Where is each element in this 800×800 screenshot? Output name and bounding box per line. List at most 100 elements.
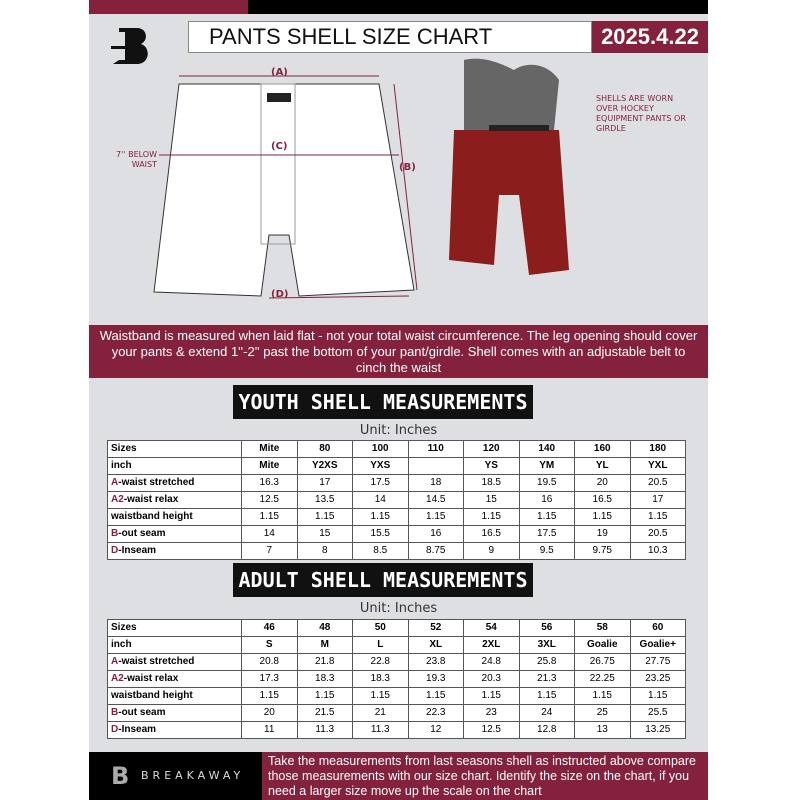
row-label: B-out seam (107, 704, 242, 722)
measure-letter: A (111, 656, 119, 667)
table-cell: 21.3 (518, 670, 575, 688)
table-cell: 21.8 (296, 653, 353, 671)
table-row: A-waist stretched 16.3 17 17.5 18 18.5 19.5 20 2… (107, 474, 686, 492)
table-cell: 1.15 (518, 508, 575, 526)
row-label: B-out seam (107, 525, 242, 543)
table-cell: 9 (463, 542, 520, 560)
measure-letter: B (111, 707, 119, 718)
footer-brand: B BREAKAWAY (89, 752, 262, 800)
table-cell: 1.15 (629, 687, 686, 705)
table-cell: 27.75 (629, 653, 686, 671)
adult-title: ADULT SHELL MEASUREMENTS (233, 563, 533, 597)
table-cell: 21 (352, 704, 409, 722)
table-cell: 22.3 (407, 704, 464, 722)
row-label-text: Sizes (111, 443, 137, 454)
label-d: (D) (271, 289, 289, 300)
table-cell: 1.15 (407, 508, 464, 526)
table-row: Sizes 46 48 50 52 54 56 58 60 (107, 619, 686, 637)
table-cell: 17.3 (241, 670, 298, 688)
table-cell: 17.5 (352, 474, 409, 492)
table-cell: 18.5 (463, 474, 520, 492)
row-label-text: -waist relax (123, 494, 179, 505)
row-label: waistband height (107, 687, 242, 705)
table-cell: 52 (407, 619, 464, 637)
table-cell: 1.15 (463, 687, 520, 705)
table-cell: 22.8 (352, 653, 409, 671)
row-label-text: waistband height (111, 690, 193, 701)
table-cell: XL (407, 636, 464, 654)
top-accent-bar (89, 0, 248, 14)
table-cell: 16.5 (463, 525, 520, 543)
table-cell: 1.15 (518, 687, 575, 705)
table-cell: 16 (518, 491, 575, 509)
table-row: D-Inseam 7 8 8.5 8.75 9 9.5 9.75 10.3 (107, 542, 686, 560)
table-row: waistband height 1.15 1.15 1.15 1.15 1.15 1.15… (107, 687, 686, 705)
measurement-banner: Waistband is measured when laid flat - n… (89, 325, 708, 378)
table-cell: 18.3 (296, 670, 353, 688)
adult-unit: Unit: Inches (359, 601, 438, 616)
table-cell: 11.3 (352, 721, 409, 739)
row-label-text: -out seam (118, 528, 166, 539)
below-waist-note: 7'' BELOW WAIST (116, 150, 157, 169)
table-cell: 1.15 (296, 687, 353, 705)
table-cell: M (296, 636, 353, 654)
measure-letter: A (111, 477, 119, 488)
table-cell: 8.5 (352, 542, 409, 560)
table-cell: 3XL (518, 636, 575, 654)
table-cell: 26.75 (574, 653, 631, 671)
date-badge: 2025.4.22 (592, 21, 708, 53)
table-cell: 12 (407, 721, 464, 739)
table-row: A-waist stretched 20.8 21.8 22.8 23.8 24.8 25.… (107, 653, 686, 671)
table-cell: 20.8 (241, 653, 298, 671)
table-cell: 12.8 (518, 721, 575, 739)
table-cell: 1.15 (296, 508, 353, 526)
table-cell: 120 (463, 440, 520, 458)
table-cell: 20 (241, 704, 298, 722)
table-cell: YXS (352, 457, 409, 475)
table-cell: 1.15 (574, 508, 631, 526)
table-cell: 13 (574, 721, 631, 739)
row-label: Sizes (107, 619, 242, 637)
row-label: Sizes (107, 440, 242, 458)
table-row: D-Inseam 11 11.3 11.3 12 12.5 12.8 13 13.25 (107, 721, 686, 739)
table-row: B-out seam 20 21.5 21 22.3 23 24 25 25.5 (107, 704, 686, 722)
row-label-text: waistband height (111, 511, 193, 522)
table-cell: 19.5 (518, 474, 575, 492)
table-cell: 23.25 (629, 670, 686, 688)
table-cell: 110 (407, 440, 464, 458)
table-cell: 19 (574, 525, 631, 543)
table-cell: Goalie+ (629, 636, 686, 654)
table-cell: 1.15 (241, 687, 298, 705)
table-cell: 13.5 (296, 491, 353, 509)
table-cell: 1.15 (407, 687, 464, 705)
measure-letter: D (111, 724, 119, 735)
table-cell: Mite (241, 457, 298, 475)
table-cell: 20.5 (629, 474, 686, 492)
table-cell: 15 (463, 491, 520, 509)
table-row: A2-waist relax 12.5 13.5 14 14.5 15 16 16.5 17 (107, 491, 686, 509)
table-cell (407, 457, 464, 475)
table-cell: 22.25 (574, 670, 631, 688)
table-cell: 14 (352, 491, 409, 509)
table-cell: 11 (241, 721, 298, 739)
table-cell: 21.5 (296, 704, 353, 722)
table-cell: 56 (518, 619, 575, 637)
table-cell: 24.8 (463, 653, 520, 671)
measure-letter: D (111, 545, 119, 556)
measure-letter: B (111, 528, 119, 539)
table-cell: 16.5 (574, 491, 631, 509)
table-cell: 80 (296, 440, 353, 458)
row-label-text: -Inseam (118, 724, 157, 735)
table-row: inch Mite Y2XS YXS YS YM YL YXL (107, 457, 686, 475)
table-cell: 11.3 (296, 721, 353, 739)
footer-instructions: Take the measurements from last seasons … (262, 752, 708, 800)
row-label-text: -waist stretched (118, 656, 195, 667)
table-cell: 20.5 (629, 525, 686, 543)
adult-size-table: Sizes 46 48 50 52 54 56 58 60 inch S M L XL 2XL 3XL Goal… (107, 619, 686, 739)
table-cell: 18 (407, 474, 464, 492)
top-black-bar (248, 0, 708, 14)
youth-size-table: Sizes Mite 80 100 110 120 140 160 180 inch Mite Y2X… (107, 440, 686, 560)
row-label: waistband height (107, 508, 242, 526)
row-label: A-waist stretched (107, 474, 242, 492)
breakaway-logo (107, 22, 157, 72)
